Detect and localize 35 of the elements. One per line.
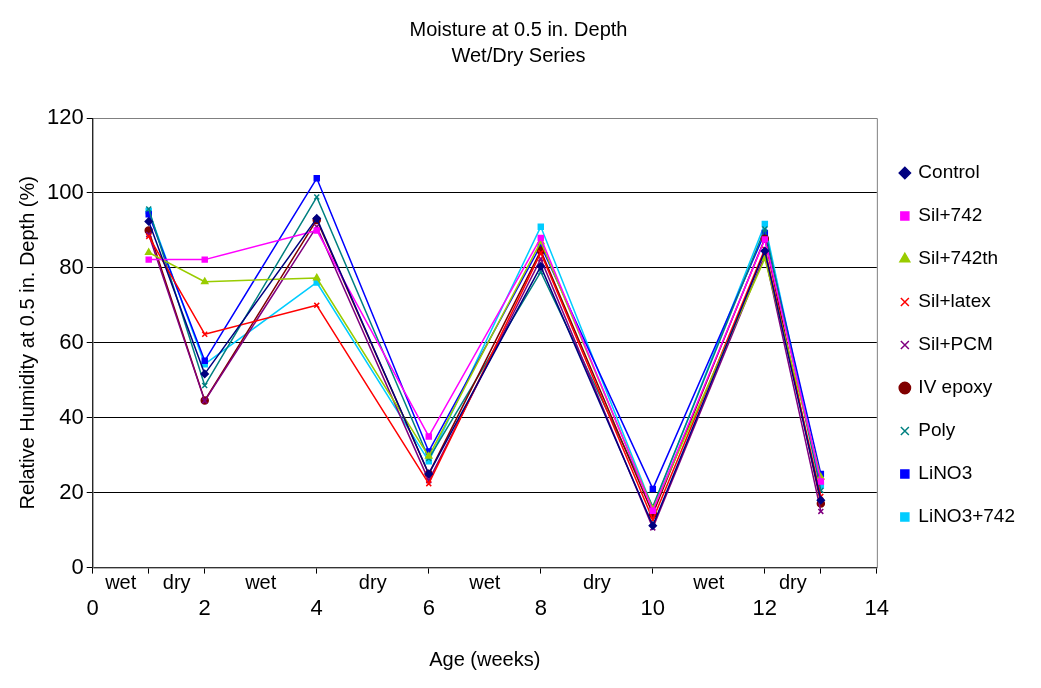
legend-label: Sil+latex xyxy=(918,290,992,312)
text: wet xyxy=(104,571,137,594)
y-tick-label: 80 xyxy=(59,253,84,279)
legend-label: Sil+742 xyxy=(918,204,983,226)
y-tick-label: 0 xyxy=(71,553,84,579)
x-axis-title: Age (weeks) xyxy=(429,647,541,670)
y-tick-label: 40 xyxy=(59,403,84,429)
y-tick-label: 60 xyxy=(59,328,84,354)
x-tick-label: 8 xyxy=(534,594,547,620)
x-tick-label: 2 xyxy=(198,594,211,620)
chart-subtitle: Wet/Dry Series xyxy=(451,43,586,66)
y-axis-title: Relative Humidity at 0.5 in. Depth (%) xyxy=(15,176,38,510)
x-tick-label: 12 xyxy=(752,594,778,620)
x-tick-label: 10 xyxy=(640,594,666,620)
legend-label: Sil+742th xyxy=(918,247,999,269)
chart-title: Moisture at 0.5 in. Depth xyxy=(409,17,628,40)
x-tick-label: 6 xyxy=(422,594,435,620)
legend-label: Sil+PCM xyxy=(918,333,993,355)
legend-label: LiNO3+742 xyxy=(918,505,1015,527)
y-tick-label: 100 xyxy=(46,179,84,204)
y-tick-label: 120 xyxy=(46,104,84,130)
text: dry xyxy=(582,571,611,594)
y-tick-label: 20 xyxy=(59,478,84,504)
text: dry xyxy=(778,571,807,594)
text: wet xyxy=(692,571,725,594)
legend-label: IV epoxy xyxy=(918,376,993,398)
x-tick-label: 14 xyxy=(864,594,890,620)
legend-label: LiNO3 xyxy=(918,462,973,484)
text: wet xyxy=(468,571,501,594)
legend-label: Control xyxy=(918,161,980,183)
text: dry xyxy=(358,571,387,594)
x-tick-label: 4 xyxy=(310,594,323,620)
text: wet xyxy=(244,571,277,594)
legend-label: Poly xyxy=(918,419,956,441)
text: dry xyxy=(162,571,191,594)
